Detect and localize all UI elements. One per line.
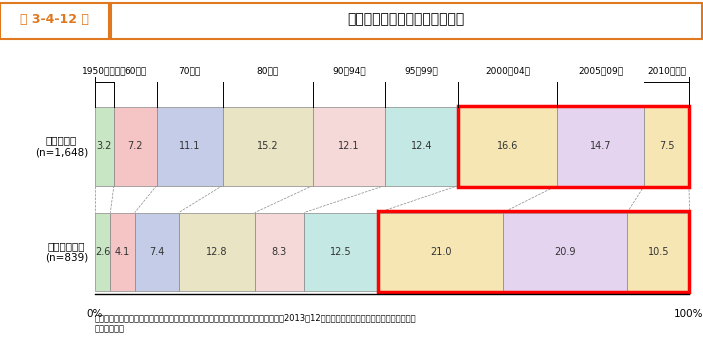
Text: 7.2: 7.2 [127,141,143,152]
Text: 2000〜04年: 2000〜04年 [485,67,530,76]
Text: 90〜94年: 90〜94年 [332,67,366,76]
Text: 12.5: 12.5 [330,247,352,257]
Bar [223,107,313,185]
Text: 60年代: 60年代 [124,67,146,76]
Text: 11.1: 11.1 [179,141,200,152]
Text: 小規模事業者
(n=839): 小規模事業者 (n=839) [44,241,88,263]
Bar [645,107,689,185]
Bar [385,107,458,185]
Text: 1950年代以前: 1950年代以前 [82,67,127,76]
Text: 中規模企業
(n=1,648): 中規模企業 (n=1,648) [34,135,88,157]
Text: 15.2: 15.2 [257,141,278,152]
Bar [458,107,557,185]
Text: 21.0: 21.0 [430,247,451,257]
Bar [627,213,690,291]
Bar [95,213,110,291]
Bar [503,213,627,291]
Text: 2010年以降: 2010年以降 [647,67,686,76]
Text: 輸出企業が輸出を開始した時期: 輸出企業が輸出を開始した時期 [348,13,465,27]
Bar [114,107,157,185]
Text: 80年代: 80年代 [257,67,279,76]
Text: 7.5: 7.5 [659,141,674,152]
Text: 第 3-4-12 図: 第 3-4-12 図 [20,13,89,26]
Bar [378,213,503,291]
Text: 8.3: 8.3 [272,247,287,257]
Bar [557,107,645,185]
Bar [458,106,689,187]
Bar [304,213,378,291]
Bar [313,107,385,185]
FancyBboxPatch shape [0,3,109,39]
Text: 0%: 0% [86,309,103,319]
Text: 12.8: 12.8 [206,247,228,257]
Text: 12.1: 12.1 [338,141,360,152]
Text: 10.5: 10.5 [647,247,669,257]
Bar [378,211,689,292]
Text: 12.4: 12.4 [411,141,432,152]
Text: 7.4: 7.4 [149,247,165,257]
Bar [95,107,114,185]
Text: 2005〜09年: 2005〜09年 [578,67,624,76]
Text: 3.2: 3.2 [97,141,112,152]
Bar [110,213,135,291]
Text: 70年代: 70年代 [179,67,201,76]
Bar [179,213,254,291]
Bar [135,213,179,291]
Text: 95〜99年: 95〜99年 [405,67,439,76]
Bar [254,213,304,291]
Text: 14.7: 14.7 [590,141,612,152]
Text: 16.6: 16.6 [497,141,518,152]
Text: 2.6: 2.6 [95,247,110,257]
Text: 4.1: 4.1 [115,247,130,257]
Text: 20.9: 20.9 [555,247,576,257]
Text: 100%: 100% [674,309,703,319]
Bar [157,107,223,185]
FancyBboxPatch shape [111,3,702,39]
Text: 資料：中小企業庁委託「中小企業の海外展開の実態把握にかかるアンケート調査」（2013年12月、損保ジャパン日本興亜リスクマネジメ
ント（株））: 資料：中小企業庁委託「中小企業の海外展開の実態把握にかかるアンケート調査」（20… [95,314,417,333]
